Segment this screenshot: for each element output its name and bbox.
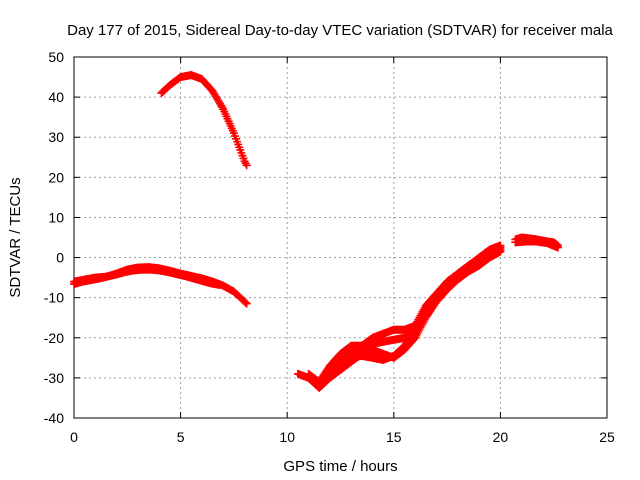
series-arc-track <box>157 71 251 170</box>
y-tick-label: 20 <box>48 169 64 185</box>
x-tick-label: 10 <box>279 429 295 445</box>
x-tick-label: 20 <box>493 429 509 445</box>
x-tick-label: 25 <box>599 429 615 445</box>
y-tick-label: 40 <box>48 89 64 105</box>
y-tick-label: -10 <box>44 290 64 306</box>
data-point <box>496 247 505 256</box>
y-axis-label: SDTVAR / TECUs <box>7 177 24 297</box>
x-axis-label: GPS time / hours <box>283 458 397 475</box>
ticks: 0 5 10 15 20 25 -40 -30 -20 -10 0 10 20 30 40 50 <box>44 49 615 445</box>
y-tick-label: 50 <box>48 49 64 65</box>
x-tick-label: 15 <box>386 429 402 445</box>
chart-title: Day 177 of 2015, Sidereal Day-to-day VTE… <box>67 22 613 39</box>
y-tick-label: -20 <box>44 330 64 346</box>
y-tick-label: 30 <box>48 129 64 145</box>
y-tick-label: 10 <box>48 209 64 225</box>
y-tick-label: -30 <box>44 370 64 386</box>
data-point <box>241 298 250 307</box>
x-tick-label: 0 <box>70 429 78 445</box>
series-late-track-2 <box>511 237 562 252</box>
series-afternoon-track-d <box>304 247 505 392</box>
y-tick-label: 0 <box>56 250 64 266</box>
data-point <box>242 299 251 308</box>
y-tick-label: -40 <box>44 410 64 426</box>
data-points <box>70 71 562 392</box>
data-point <box>214 280 223 289</box>
x-tick-label: 5 <box>177 429 185 445</box>
series-morning-track-2 <box>70 265 223 289</box>
grid <box>74 57 607 418</box>
data-point <box>218 103 227 112</box>
data-point <box>242 161 251 170</box>
plot-frame <box>73 56 608 419</box>
data-point <box>553 243 562 252</box>
